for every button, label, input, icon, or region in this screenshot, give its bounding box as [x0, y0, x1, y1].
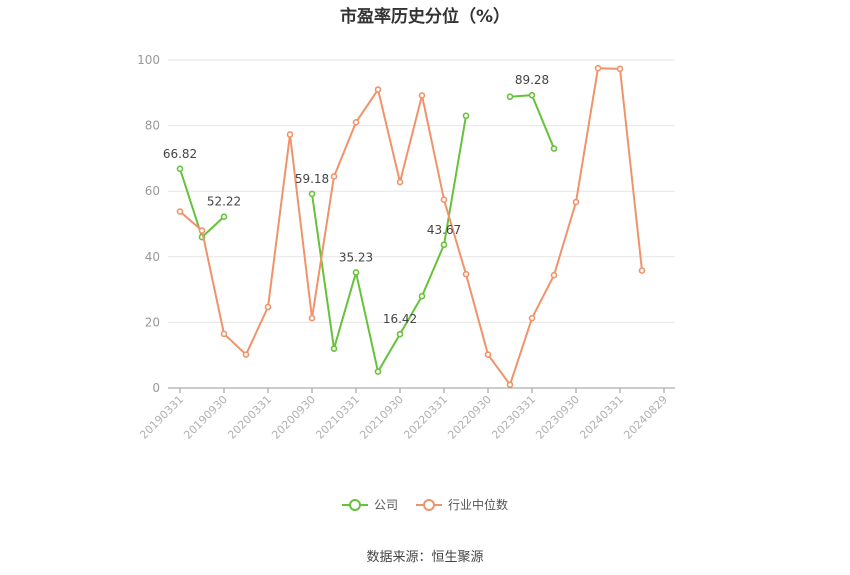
- data-point: [308, 314, 316, 322]
- x-tick-label: 20230331: [489, 393, 538, 442]
- data-point: [506, 381, 514, 389]
- data-point: [352, 269, 360, 276]
- series-line-0: [311, 115, 467, 373]
- data-label: 16.42: [383, 312, 417, 326]
- data-point: [528, 91, 536, 99]
- data-point: [418, 92, 426, 99]
- data-label: 35.23: [339, 250, 373, 264]
- x-tick-label: 20240829: [621, 393, 670, 442]
- series-layer: [176, 64, 646, 389]
- data-label: 59.18: [295, 172, 329, 186]
- legend-swatch: [341, 498, 368, 512]
- series-line-0: [509, 94, 555, 149]
- x-tick-label: 20200331: [225, 393, 274, 442]
- x-tick-label: 20220930: [445, 393, 494, 442]
- data-label: 52.22: [207, 195, 241, 209]
- data-point: [286, 131, 294, 138]
- data-label: 89.28: [515, 73, 549, 87]
- x-tick-label: 20240331: [577, 393, 626, 442]
- data-point: [176, 165, 184, 173]
- data-label: 66.82: [163, 147, 197, 161]
- data-point: [330, 173, 338, 180]
- y-tick-label: 0: [152, 381, 160, 395]
- data-point: [352, 119, 360, 126]
- data-point: [220, 330, 228, 338]
- x-axis: 2019033120190930202003312020093020210331…: [137, 387, 675, 442]
- legend-swatch: [416, 498, 442, 512]
- data-point: [462, 112, 470, 120]
- legend-label: 行业中位数: [448, 498, 509, 512]
- y-tick-label: 80: [145, 119, 160, 133]
- data-point: [396, 330, 404, 338]
- legend-label: 公司: [373, 498, 398, 512]
- x-tick-label: 20200930: [269, 393, 318, 442]
- x-tick-label: 20190331: [137, 393, 186, 442]
- legend-swatch-dot: [348, 498, 361, 511]
- x-tick-label: 20210331: [313, 393, 362, 442]
- data-point: [198, 227, 206, 234]
- data-point: [220, 213, 228, 221]
- data-point: [330, 345, 338, 352]
- legend: 公司 行业中位数: [0, 496, 850, 513]
- data-point: [550, 145, 558, 152]
- data-point: [176, 208, 184, 215]
- y-axis: 0 20 40 60 80 100: [137, 53, 160, 395]
- data-point: [242, 351, 250, 358]
- y-tick-label: 100: [137, 53, 160, 67]
- data-point: [462, 270, 470, 278]
- y-tick-label: 40: [145, 250, 160, 264]
- x-tick-label: 20210930: [357, 393, 406, 442]
- data-point: [440, 196, 448, 204]
- legend-item[interactable]: 行业中位数: [416, 496, 508, 513]
- source-note: 数据来源：恒生聚源: [366, 550, 484, 565]
- data-point: [506, 93, 514, 101]
- data-label: 43.67: [427, 223, 461, 237]
- legend-swatch-dot: [423, 498, 435, 511]
- legend-item[interactable]: 公司: [341, 496, 398, 513]
- data-point: [440, 241, 448, 249]
- y-tick-label: 20: [145, 315, 160, 329]
- data-point: [594, 64, 602, 72]
- series-line-1: [179, 67, 643, 386]
- x-tick-label: 20220331: [401, 393, 450, 442]
- data-point: [418, 292, 426, 300]
- data-point: [572, 198, 580, 206]
- data-point: [638, 267, 646, 274]
- data-point: [396, 178, 404, 186]
- x-tick-label: 20230930: [533, 393, 582, 442]
- gridlines: [168, 59, 675, 323]
- data-point: [374, 86, 382, 93]
- data-point: [374, 368, 382, 375]
- data-point: [308, 190, 316, 198]
- x-tick-label: 20190930: [181, 393, 230, 442]
- chart-title: 市盈率历史分位（%）: [339, 7, 511, 27]
- data-point: [264, 303, 272, 311]
- data-point: [550, 271, 558, 279]
- data-point: [528, 314, 536, 322]
- y-tick-label: 60: [145, 184, 160, 198]
- data-point: [484, 351, 492, 358]
- data-labels-layer: 66.82 52.22 59.18 35.23 16.42 43.67 89.28: [163, 73, 549, 326]
- data-point: [616, 65, 624, 73]
